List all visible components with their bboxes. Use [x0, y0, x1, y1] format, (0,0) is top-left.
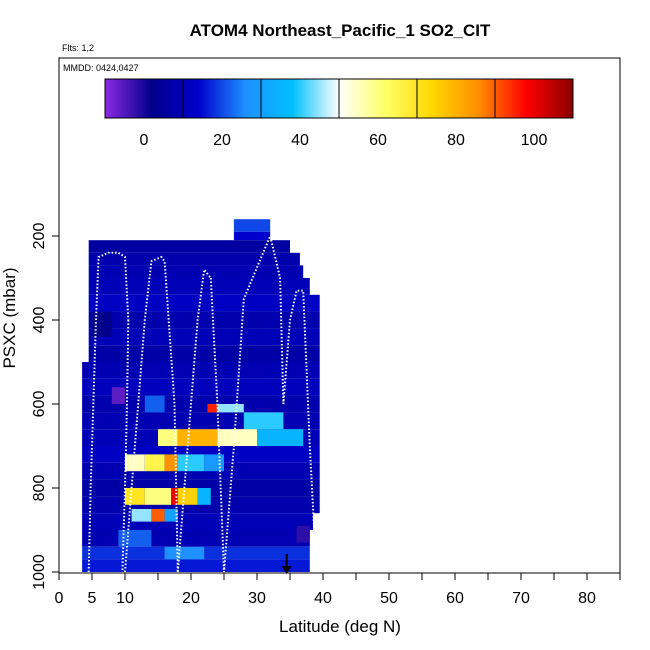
heatmap-cell	[158, 429, 178, 446]
plot-frame	[58, 57, 621, 574]
heatmap-cell	[82, 378, 320, 396]
heatmap-cell	[151, 509, 165, 522]
colorbar-tick-label: 40	[291, 132, 309, 149]
x-tick-label: 50	[380, 590, 398, 607]
heatmap-cell	[144, 454, 165, 472]
x-tick-label: 30	[248, 590, 266, 607]
heatmap-cell	[164, 454, 178, 472]
colorbar-tick-label: 80	[447, 132, 465, 149]
y-tick-label: 800	[31, 475, 48, 502]
x-tick-label: 5	[88, 590, 97, 607]
y-tick-label: 200	[31, 223, 48, 250]
colorbar-tick-label: 60	[369, 132, 387, 149]
colorbar-tick-label: 0	[140, 132, 149, 149]
heatmap-cell	[88, 294, 320, 312]
dates-label: MMDD: 0424,0427	[63, 63, 139, 73]
flight-profile-line	[121, 319, 130, 573]
heatmap-cell	[233, 219, 271, 232]
flight-profiles	[87, 232, 318, 573]
y-tick-label: 600	[31, 391, 48, 418]
heatmap-cell	[177, 488, 198, 505]
heatmap-cell	[257, 429, 304, 446]
heatmap-cell	[82, 412, 320, 430]
flight-profile-line	[282, 289, 318, 573]
x-tick-label: 20	[182, 590, 200, 607]
x-tick-label: 40	[314, 590, 332, 607]
heatmap-cell	[92, 311, 112, 337]
x-axis-label: Latitude (deg N)	[279, 617, 401, 636]
heatmap-cell	[82, 362, 320, 379]
heatmap-cell	[82, 559, 310, 572]
colorbar-tick-label: 20	[213, 132, 231, 149]
heatmap-cell	[88, 278, 310, 295]
colorbar-tick-label: 100	[521, 132, 548, 149]
heatmap-cell	[197, 488, 211, 505]
heatmap-cell	[88, 240, 290, 253]
heatmap-cell	[88, 252, 300, 266]
heatmap-cell	[177, 454, 205, 472]
heatmap-cell	[111, 387, 125, 404]
heatmap-cell	[233, 231, 271, 241]
x-tick-label: 10	[116, 590, 134, 607]
heatmap-cell	[243, 412, 284, 430]
marker-arrowhead	[281, 566, 292, 574]
x-tick-label: 0	[55, 590, 64, 607]
heatmap-cell	[88, 328, 320, 346]
y-axis: 200 400 600 800 1000	[31, 223, 59, 590]
heatmap-cell	[82, 513, 314, 530]
chart-title: ATOM4 Northeast_Pacific_1 SO2_CIT	[190, 21, 491, 40]
colorbar: 0 20 40 60 80 100	[104, 78, 574, 149]
heatmap-cell	[82, 395, 320, 413]
x-axis: 0 5 10 20 30 40 50 60 70 80	[55, 573, 621, 607]
heatmap-cell	[82, 530, 310, 547]
x-tick-label: 80	[578, 590, 596, 607]
flight-profile-line	[124, 255, 179, 573]
heatmap-cell	[88, 311, 320, 329]
heatmap-cell	[88, 345, 320, 362]
heatmap-cell	[164, 546, 205, 560]
flight-profile-line	[176, 267, 212, 573]
heatmap-cell	[125, 454, 145, 472]
x-tick-label: 60	[446, 590, 464, 607]
heatmap-cell	[217, 429, 257, 446]
heatmap-cell	[144, 488, 172, 505]
y-tick-label: 400	[31, 307, 48, 334]
heatmap-cell	[217, 404, 244, 413]
flights-label: Flts: 1,2	[62, 43, 94, 53]
heatmap-cell	[177, 429, 218, 446]
heatmap-cell	[171, 488, 178, 505]
heatmap-cell	[164, 509, 178, 522]
heatmap-cell	[131, 509, 152, 522]
heatmap-cell	[207, 404, 218, 413]
heatmap-cell	[88, 265, 304, 278]
heatmap-cell	[125, 488, 145, 505]
flight-profile-line	[209, 232, 285, 573]
flight-profile-line	[87, 251, 130, 573]
heatmap-cell	[296, 525, 310, 543]
heatmap-cell	[144, 395, 165, 413]
y-tick-label: 1000	[31, 554, 48, 590]
x-tick-label: 70	[512, 590, 530, 607]
y-axis-label: PSXC (mbar)	[0, 267, 19, 368]
heatmap-cell	[204, 454, 224, 472]
heatmap-cells	[82, 219, 320, 572]
